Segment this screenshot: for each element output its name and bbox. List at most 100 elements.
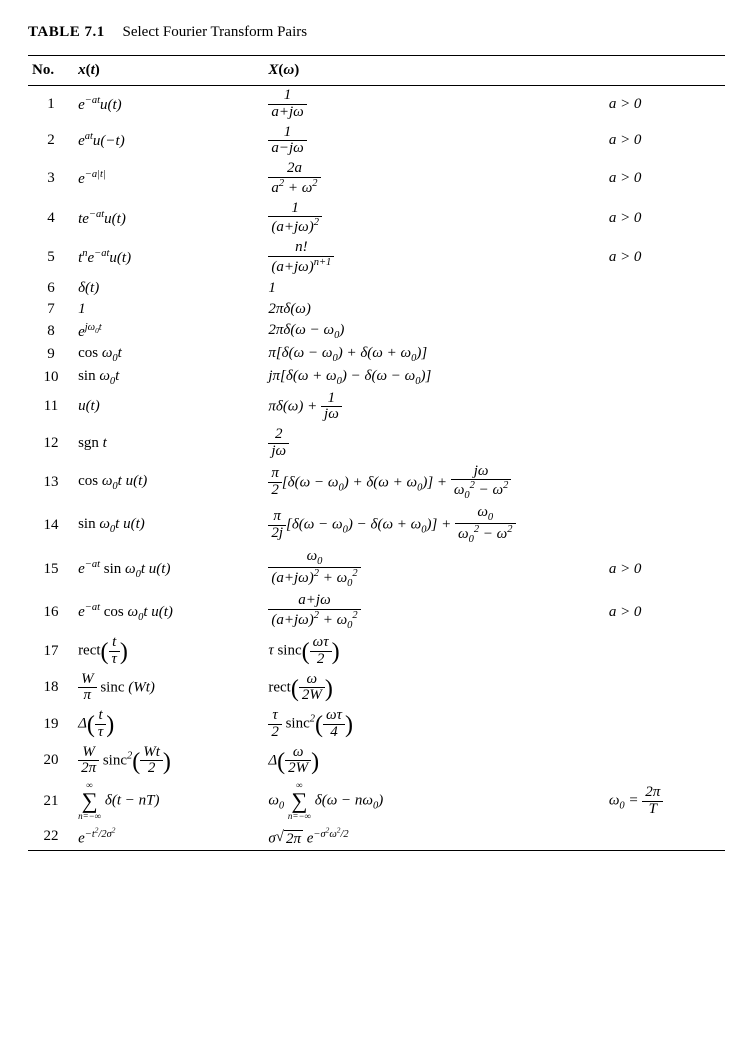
cell-xt: cos ω0t xyxy=(74,343,264,366)
cell-Xw: π2j[δ(ω − ω0) − δ(ω + ω0)] + ω0ω02 − ω2 xyxy=(264,503,604,547)
cell-Xw: πδ(ω) + 1jω xyxy=(264,389,604,426)
cell-no: 19 xyxy=(28,706,74,743)
cell-cond: a > 0 xyxy=(605,591,725,633)
cell-Xw: jπ[δ(ω + ω0) − δ(ω − ω0)] xyxy=(264,366,604,389)
cell-no: 10 xyxy=(28,366,74,389)
cell-Xw: π[δ(ω − ω0) + δ(ω + ω0)] xyxy=(264,343,604,366)
cell-cond: a > 0 xyxy=(605,238,725,278)
cell-xt: e−at sin ω0t u(t) xyxy=(74,547,264,591)
cell-no: 12 xyxy=(28,425,74,462)
cell-Xw: 2jω xyxy=(264,425,604,462)
col-header-xt: x(t) xyxy=(74,56,264,86)
cell-xt: u(t) xyxy=(74,389,264,426)
cell-Xw: π2[δ(ω − ω0) + δ(ω + ω0)] + jωω02 − ω2 xyxy=(264,462,604,504)
table-row: 16e−at cos ω0t u(t)a+jω(a+jω)2 + ω02a > … xyxy=(28,591,725,633)
cell-cond xyxy=(605,633,725,670)
table-row: 20W2π sinc2(Wt2)Δ(ω2W) xyxy=(28,743,725,780)
cell-cond: ω0 = 2πT xyxy=(605,779,725,823)
header-row: No. x(t) X(ω) xyxy=(28,56,725,86)
cell-xt: δ(t) xyxy=(74,278,264,299)
cell-no: 8 xyxy=(28,320,74,343)
cell-xt: sgn t xyxy=(74,425,264,462)
cell-Xw: τ2 sinc2(ωτ4) xyxy=(264,706,604,743)
cell-xt: e−a|t| xyxy=(74,159,264,199)
cell-no: 7 xyxy=(28,299,74,320)
cell-cond xyxy=(605,462,725,504)
table-row: 8ejω0t2πδ(ω − ω0) xyxy=(28,320,725,343)
table-title: Select Fourier Transform Pairs xyxy=(123,24,308,40)
col-header-no: No. xyxy=(28,56,74,86)
table-number: TABLE 7.1 xyxy=(28,24,105,40)
cell-xt: e−at cos ω0t u(t) xyxy=(74,591,264,633)
cell-no: 18 xyxy=(28,670,74,707)
table-row: 3e−a|t|2aa2 + ω2a > 0 xyxy=(28,159,725,199)
cell-Xw: 2πδ(ω) xyxy=(264,299,604,320)
table-row: 15e−at sin ω0t u(t)ω0(a+jω)2 + ω02a > 0 xyxy=(28,547,725,591)
cell-no: 6 xyxy=(28,278,74,299)
cell-cond xyxy=(605,743,725,780)
table-row: 9cos ω0tπ[δ(ω − ω0) + δ(ω + ω0)] xyxy=(28,343,725,366)
cell-xt: tne−atu(t) xyxy=(74,238,264,278)
cell-Xw: rect(ω2W) xyxy=(264,670,604,707)
cell-Xw: a+jω(a+jω)2 + ω02 xyxy=(264,591,604,633)
cell-xt: sin ω0t u(t) xyxy=(74,503,264,547)
cell-xt: rect(tτ) xyxy=(74,633,264,670)
cell-no: 21 xyxy=(28,779,74,823)
table-row: 712πδ(ω) xyxy=(28,299,725,320)
table-row: 12sgn t2jω xyxy=(28,425,725,462)
cell-cond xyxy=(605,343,725,366)
cell-cond: a > 0 xyxy=(605,123,725,160)
cell-xt: ∞∑n=−∞ δ(t − nT) xyxy=(74,779,264,823)
cell-no: 16 xyxy=(28,591,74,633)
cell-no: 9 xyxy=(28,343,74,366)
table-row: 1e−atu(t)1a+jωa > 0 xyxy=(28,86,725,123)
table-row: 13cos ω0t u(t)π2[δ(ω − ω0) + δ(ω + ω0)] … xyxy=(28,462,725,504)
cell-xt: ejω0t xyxy=(74,320,264,343)
table-row: 6δ(t)1 xyxy=(28,278,725,299)
cell-cond xyxy=(605,320,725,343)
col-header-cond xyxy=(605,56,725,86)
cell-cond: a > 0 xyxy=(605,159,725,199)
cell-cond xyxy=(605,823,725,850)
table-row: 19Δ(tτ)τ2 sinc2(ωτ4) xyxy=(28,706,725,743)
cell-no: 15 xyxy=(28,547,74,591)
cell-cond xyxy=(605,299,725,320)
cell-cond xyxy=(605,366,725,389)
cell-Xw: n!(a+jω)n+1 xyxy=(264,238,604,278)
cell-no: 1 xyxy=(28,86,74,123)
col-header-Xw: X(ω) xyxy=(264,56,604,86)
cell-Xw: σ√2π e−σ2ω2/2 xyxy=(264,823,604,850)
cell-cond xyxy=(605,706,725,743)
table-row: 21∞∑n=−∞ δ(t − nT)ω0 ∞∑n=−∞ δ(ω − nω0)ω0… xyxy=(28,779,725,823)
table-caption: TABLE 7.1 Select Fourier Transform Pairs xyxy=(28,24,725,41)
cell-no: 17 xyxy=(28,633,74,670)
table-row: 14sin ω0t u(t)π2j[δ(ω − ω0) − δ(ω + ω0)]… xyxy=(28,503,725,547)
cell-cond xyxy=(605,389,725,426)
cell-cond xyxy=(605,278,725,299)
fourier-table: No. x(t) X(ω) 1e−atu(t)1a+jωa > 02eatu(−… xyxy=(28,55,725,851)
table-row: 5tne−atu(t)n!(a+jω)n+1a > 0 xyxy=(28,238,725,278)
cell-no: 11 xyxy=(28,389,74,426)
cell-Xw: Δ(ω2W) xyxy=(264,743,604,780)
cell-cond: a > 0 xyxy=(605,199,725,239)
cell-Xw: 1a−jω xyxy=(264,123,604,160)
cell-no: 14 xyxy=(28,503,74,547)
cell-xt: 1 xyxy=(74,299,264,320)
cell-cond xyxy=(605,425,725,462)
table-body: 1e−atu(t)1a+jωa > 02eatu(−t)1a−jωa > 03e… xyxy=(28,86,725,851)
cell-cond xyxy=(605,503,725,547)
cell-no: 13 xyxy=(28,462,74,504)
cell-Xw: 1a+jω xyxy=(264,86,604,123)
cell-no: 2 xyxy=(28,123,74,160)
cell-xt: W2π sinc2(Wt2) xyxy=(74,743,264,780)
cell-xt: eatu(−t) xyxy=(74,123,264,160)
cell-no: 4 xyxy=(28,199,74,239)
table-row: 22e−t2/2σ2σ√2π e−σ2ω2/2 xyxy=(28,823,725,850)
cell-Xw: 1(a+jω)2 xyxy=(264,199,604,239)
cell-no: 20 xyxy=(28,743,74,780)
cell-xt: te−atu(t) xyxy=(74,199,264,239)
cell-xt: Wπ sinc (Wt) xyxy=(74,670,264,707)
cell-xt: e−atu(t) xyxy=(74,86,264,123)
table-row: 11u(t)πδ(ω) + 1jω xyxy=(28,389,725,426)
cell-no: 22 xyxy=(28,823,74,850)
